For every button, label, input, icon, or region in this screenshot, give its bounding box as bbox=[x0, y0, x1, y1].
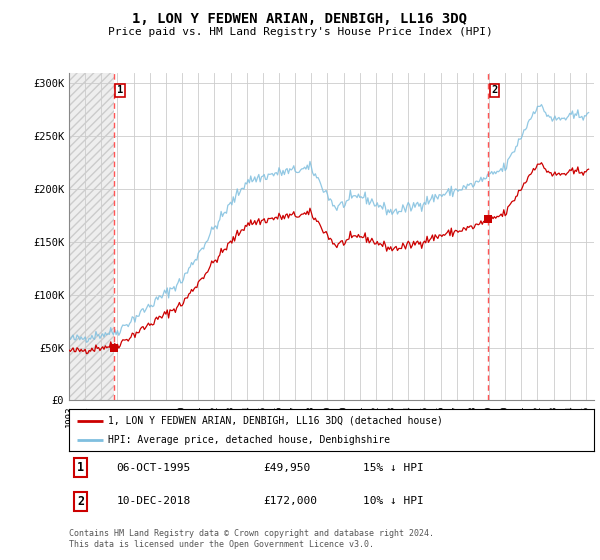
Text: 1: 1 bbox=[117, 86, 123, 96]
Text: 2: 2 bbox=[491, 86, 497, 96]
Text: Contains HM Land Registry data © Crown copyright and database right 2024.
This d: Contains HM Land Registry data © Crown c… bbox=[69, 529, 434, 549]
Text: £172,000: £172,000 bbox=[263, 496, 317, 506]
Text: 1: 1 bbox=[77, 461, 84, 474]
Text: 2: 2 bbox=[77, 494, 84, 508]
Text: 06-OCT-1995: 06-OCT-1995 bbox=[116, 463, 191, 473]
Text: 10-DEC-2018: 10-DEC-2018 bbox=[116, 496, 191, 506]
Text: £49,950: £49,950 bbox=[263, 463, 311, 473]
Text: 1, LON Y FEDWEN ARIAN, DENBIGH, LL16 3DQ: 1, LON Y FEDWEN ARIAN, DENBIGH, LL16 3DQ bbox=[133, 12, 467, 26]
Text: 15% ↓ HPI: 15% ↓ HPI bbox=[363, 463, 424, 473]
Text: 10% ↓ HPI: 10% ↓ HPI bbox=[363, 496, 424, 506]
Text: Price paid vs. HM Land Registry's House Price Index (HPI): Price paid vs. HM Land Registry's House … bbox=[107, 27, 493, 37]
Text: HPI: Average price, detached house, Denbighshire: HPI: Average price, detached house, Denb… bbox=[109, 435, 391, 445]
Text: 1, LON Y FEDWEN ARIAN, DENBIGH, LL16 3DQ (detached house): 1, LON Y FEDWEN ARIAN, DENBIGH, LL16 3DQ… bbox=[109, 416, 443, 426]
